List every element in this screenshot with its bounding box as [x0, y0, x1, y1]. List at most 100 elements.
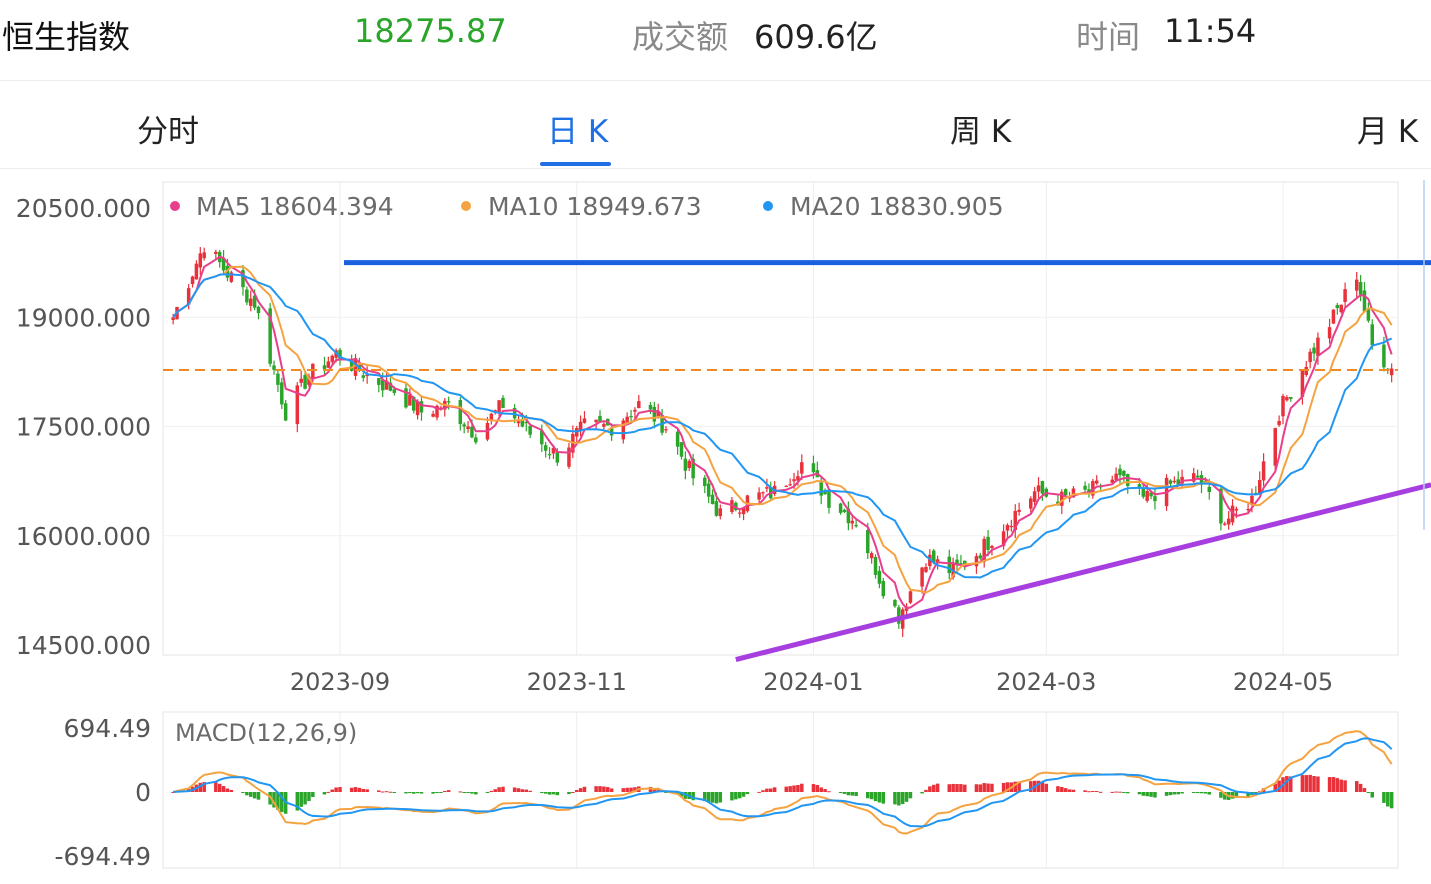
candle: [1354, 271, 1359, 298]
candle-body: [252, 295, 257, 308]
x-tick-label: 2023-11: [527, 668, 627, 696]
macd-bar: [571, 791, 575, 793]
candle-body: [594, 419, 598, 423]
candle-body: [446, 401, 451, 403]
candle-body: [800, 462, 804, 474]
ma20-line: [172, 273, 1393, 579]
candle: [869, 551, 874, 564]
candle-body: [1091, 481, 1095, 496]
macd-bar: [1234, 792, 1239, 798]
candle: [959, 555, 963, 565]
macd-bar: [1304, 775, 1309, 792]
macd-bar: [1071, 789, 1076, 792]
macd-bar: [295, 792, 300, 811]
macd-bar: [1223, 792, 1227, 800]
candle: [1226, 510, 1231, 530]
macd-bar: [245, 792, 249, 796]
macd-bar: [1312, 776, 1316, 792]
macd-bar: [1168, 792, 1173, 796]
macd-bar: [1067, 789, 1072, 792]
macd-bar: [567, 792, 571, 795]
candle-body: [1312, 347, 1316, 354]
macd-bar: [1277, 780, 1281, 792]
tab-weekly-k[interactable]: 周 K: [950, 114, 1012, 150]
macd-bar: [974, 784, 979, 792]
macd-bar: [551, 792, 556, 795]
candle: [598, 410, 602, 422]
macd-bar: [349, 787, 354, 792]
macd-bar: [1137, 792, 1142, 795]
macd-bar: [1164, 792, 1169, 796]
candle: [706, 476, 711, 504]
candle-body: [718, 508, 723, 517]
candle-body: [1172, 480, 1177, 483]
candle-body: [602, 423, 606, 427]
candle: [245, 286, 249, 306]
candle-body: [982, 538, 986, 562]
candle-body: [1114, 473, 1118, 480]
candle-body: [908, 591, 913, 603]
candle: [765, 478, 769, 493]
candle-body: [1094, 480, 1099, 484]
macd-bar: [272, 792, 276, 808]
candle: [1083, 481, 1087, 492]
candle-body: [621, 420, 626, 440]
macd-bar: [357, 787, 362, 792]
candle-body: [221, 258, 226, 271]
macd-bar: [322, 792, 327, 795]
candle-body: [1040, 480, 1045, 494]
candle-body: [873, 557, 878, 575]
candle-body: [1362, 290, 1367, 312]
macd-bar: [1091, 790, 1095, 792]
candle-body: [609, 428, 614, 436]
candle: [1040, 480, 1045, 501]
candle-body: [703, 477, 707, 487]
candle: [978, 552, 983, 560]
candle: [691, 453, 695, 486]
macd-bar: [415, 792, 420, 794]
candle: [1300, 370, 1305, 405]
candle-body: [547, 454, 552, 456]
macd-bar: [741, 792, 746, 797]
candle-body: [935, 559, 940, 563]
candle-body: [1191, 473, 1196, 482]
candle: [986, 530, 990, 557]
candle: [718, 504, 723, 520]
macd-bar: [1094, 791, 1099, 793]
macd-bar: [404, 792, 408, 794]
tab-intraday[interactable]: 分时: [137, 114, 199, 150]
candle-body: [198, 253, 203, 268]
candle: [248, 290, 253, 312]
candle: [431, 410, 435, 418]
candle-body: [283, 403, 288, 421]
macd-bar: [815, 785, 820, 792]
macd-bar: [555, 792, 560, 796]
x-tick-label: 2024-03: [996, 668, 1096, 696]
tab-monthly-k[interactable]: 月 K: [1357, 114, 1419, 150]
candle-body: [1308, 351, 1312, 363]
macd-bar: [609, 788, 614, 792]
candle-body: [827, 491, 831, 508]
macd-bar: [796, 785, 800, 792]
ma20-legend-dot: [763, 201, 773, 211]
candle: [819, 475, 823, 505]
candle-body: [1250, 495, 1254, 505]
candle-body: [1246, 509, 1250, 511]
kline-chart[interactable]: 2023-09 2023-11 2024-01 2024-03 2024-05 20500…: [0, 168, 1431, 884]
candle-body: [582, 418, 587, 423]
candle-body: [280, 382, 284, 405]
macd-bar: [761, 790, 765, 792]
candle-body: [578, 421, 583, 431]
candle-body: [528, 425, 532, 435]
candle: [1141, 483, 1146, 499]
candle-body: [1331, 309, 1336, 324]
macd-bar: [1145, 792, 1149, 797]
tab-daily-k[interactable]: 日 K: [547, 114, 609, 150]
macd-bar: [338, 787, 342, 792]
macd-bar: [1191, 792, 1196, 793]
macd-bar: [978, 784, 983, 792]
candle-body: [248, 298, 253, 306]
macd-y-tick-label: -694.49: [55, 842, 152, 871]
candle-body: [648, 404, 653, 410]
candle-body: [741, 507, 746, 515]
